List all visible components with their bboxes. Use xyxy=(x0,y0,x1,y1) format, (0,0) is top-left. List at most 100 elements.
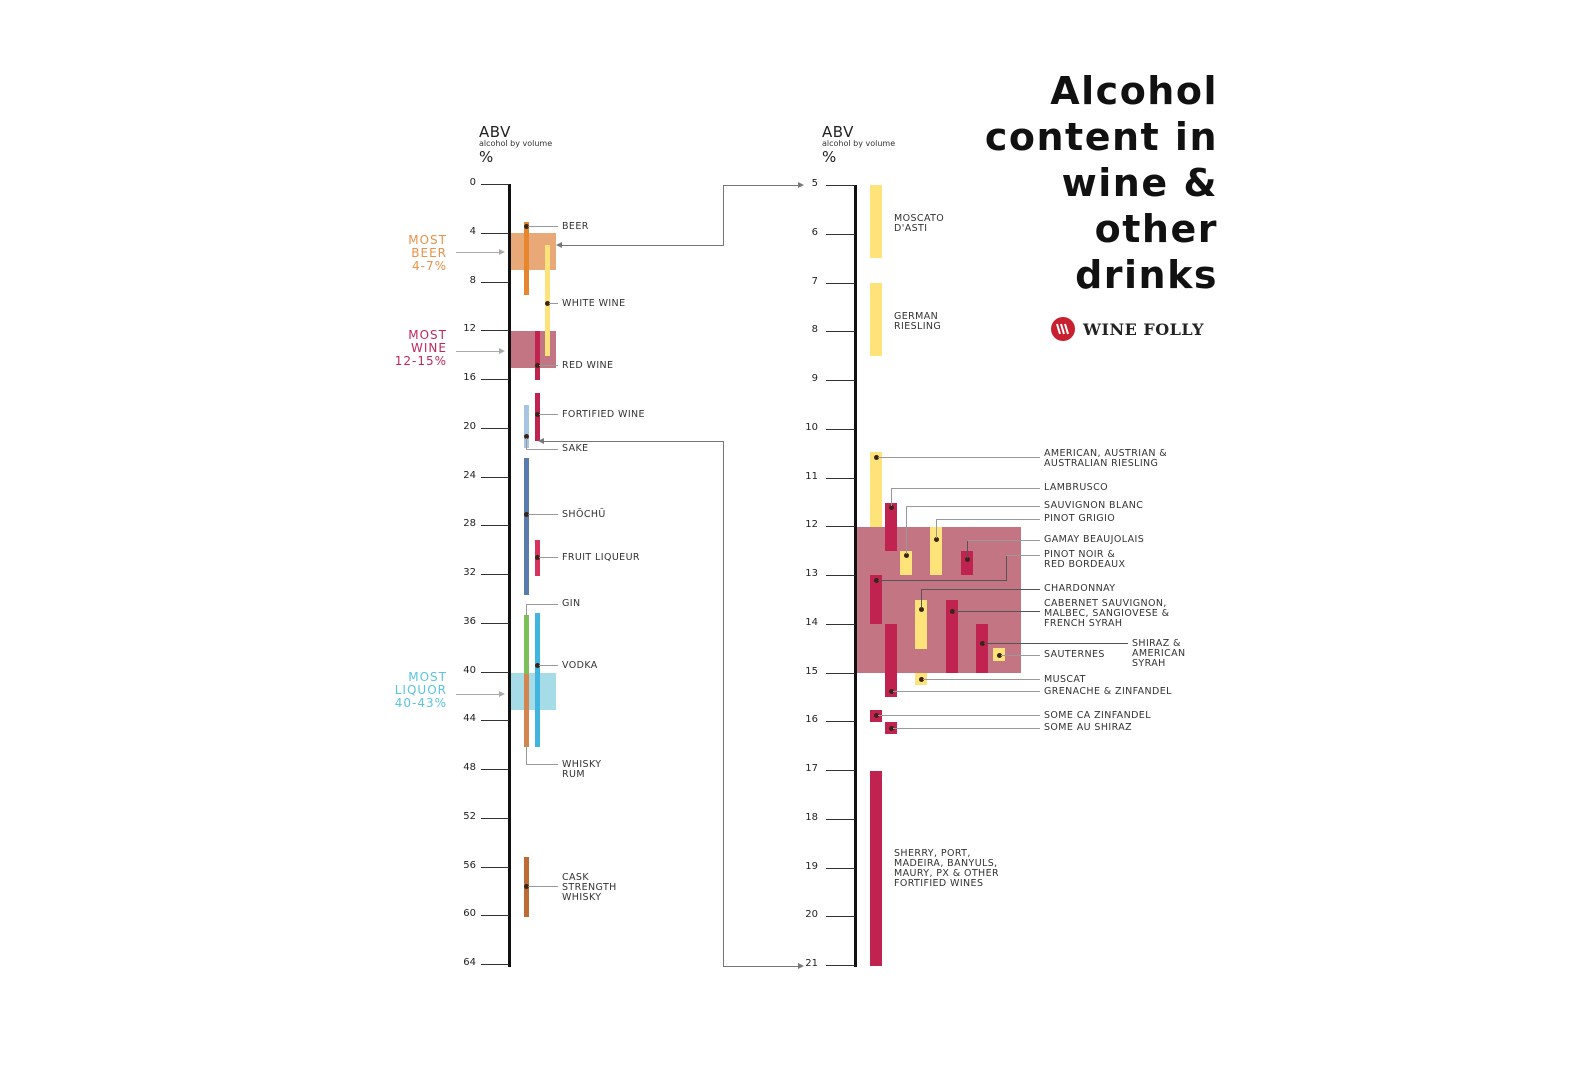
tick-mark xyxy=(826,721,855,722)
tick-label: 5 xyxy=(811,178,818,189)
label-line: STRENGTH xyxy=(562,882,617,893)
label-shiraz: SHIRAZ & AMERICAN SYRAH xyxy=(1132,639,1186,669)
label-line: WHISKY xyxy=(562,759,602,770)
leader-line xyxy=(967,540,968,558)
bar-gamay-beaujolais xyxy=(961,551,973,575)
tick-mark xyxy=(481,915,509,916)
tick-label: 7 xyxy=(811,276,818,287)
tick-label: 10 xyxy=(805,422,818,433)
tick-mark xyxy=(481,867,509,868)
label-line: FRENCH SYRAH xyxy=(1044,618,1123,629)
marker-dot xyxy=(919,607,924,612)
leader-line xyxy=(526,745,527,764)
leader-line xyxy=(878,580,1006,581)
label-beer: BEER xyxy=(562,221,589,232)
tick-label: 11 xyxy=(805,471,818,482)
label-line: GERMAN xyxy=(894,311,939,322)
title-line: wine & xyxy=(1061,161,1218,205)
marker-dot xyxy=(889,505,894,510)
left-axis-subtitle: alcohol by volume xyxy=(479,139,553,148)
leader-line xyxy=(921,589,922,608)
tick-mark xyxy=(826,234,855,235)
chart-title: Alcohol content in wine & other drinks xyxy=(985,68,1218,298)
bar-moscato-dasti xyxy=(870,185,882,258)
label-pinot-grigio: PINOT GRIGIO xyxy=(1044,513,1116,524)
callout-arrow-line xyxy=(456,252,500,253)
leader-line xyxy=(891,488,1040,489)
leader-line xyxy=(526,604,558,605)
marker-dot xyxy=(965,557,970,562)
tick-mark xyxy=(481,477,509,478)
tick-mark xyxy=(481,233,509,234)
bar-beer xyxy=(524,222,529,295)
tick-label: 8 xyxy=(469,275,476,286)
tick-label: 40 xyxy=(463,665,476,676)
marker-dot xyxy=(524,884,529,889)
tick-mark xyxy=(481,623,509,624)
tick-label: 20 xyxy=(805,909,818,920)
most-wine-callout: MOST WINE 12-15% xyxy=(380,329,447,368)
tick-label: 32 xyxy=(463,567,476,578)
tick-mark xyxy=(481,184,509,185)
label-sauternes: SAUTERNES xyxy=(1044,649,1105,660)
arrow-right-icon xyxy=(499,348,505,354)
label-white-wine: WHITE WINE xyxy=(562,298,626,309)
tick-mark xyxy=(826,673,855,674)
marker-dot xyxy=(535,663,540,668)
tick-label: 60 xyxy=(463,908,476,919)
label-vodka: VODKA xyxy=(562,660,598,671)
tick-label: 14 xyxy=(805,617,818,628)
label-line: MAURY, PX & OTHER xyxy=(894,868,999,879)
leader-line xyxy=(893,728,1040,729)
label-sake: SAKE xyxy=(562,443,589,454)
tick-mark xyxy=(826,283,855,284)
leader-line xyxy=(528,226,558,227)
leader-line xyxy=(1001,655,1040,656)
tick-mark xyxy=(481,525,509,526)
bar-cabernet xyxy=(946,600,958,673)
tick-label: 21 xyxy=(805,958,818,969)
leader-line xyxy=(878,457,1040,458)
tick-label: 24 xyxy=(463,470,476,481)
marker-dot xyxy=(950,609,955,614)
label-au-shiraz: SOME AU SHIRAZ xyxy=(1044,722,1132,733)
tick-label: 9 xyxy=(811,373,818,384)
tick-mark xyxy=(826,770,855,771)
marker-dot xyxy=(904,553,909,558)
leader-line xyxy=(539,365,558,366)
title-line: drinks xyxy=(1075,253,1218,297)
label-line: FORTIFIED WINES xyxy=(894,878,984,889)
leader-line xyxy=(526,438,527,449)
label-chardonnay: CHARDONNAY xyxy=(1044,583,1116,594)
leader-line xyxy=(539,414,558,415)
tick-mark xyxy=(481,818,509,819)
callout-line: 40-43% xyxy=(394,696,447,710)
leader-line xyxy=(526,604,527,617)
zoom-connector-bottom xyxy=(723,966,799,967)
label-aus-riesling: AMERICAN, AUSTRIAN & AUSTRALIAN RIESLING xyxy=(1044,449,1167,469)
label-shochu: SHŌCHŪ xyxy=(562,509,606,520)
wine-folly-logo-icon xyxy=(1051,317,1075,341)
zoom-connector-bottom xyxy=(723,441,724,966)
marker-dot xyxy=(889,726,894,731)
bar-gin xyxy=(524,615,529,674)
bar-german-riesling xyxy=(870,283,882,356)
label-line: MADEIRA, BANYULS, xyxy=(894,858,998,869)
title-line: other xyxy=(1094,207,1218,251)
tick-label: 12 xyxy=(805,519,818,530)
brand-logo: WINE FOLLY xyxy=(1051,317,1204,341)
marker-dot xyxy=(524,512,529,517)
left-axis-unit: % xyxy=(479,148,494,166)
tick-mark xyxy=(826,624,855,625)
label-pinot-noir: PINOT NOIR & RED BORDEAUX xyxy=(1044,550,1125,570)
marker-dot xyxy=(535,412,540,417)
right-axis-line xyxy=(854,185,857,967)
label-line: SHIRAZ & xyxy=(1132,638,1181,649)
marker-dot xyxy=(874,578,879,583)
arrow-right-icon xyxy=(798,963,804,969)
marker-dot xyxy=(545,301,550,306)
tick-mark xyxy=(826,526,855,527)
bar-shiraz xyxy=(976,624,988,673)
marker-dot xyxy=(997,653,1002,658)
marker-dot xyxy=(874,713,879,718)
